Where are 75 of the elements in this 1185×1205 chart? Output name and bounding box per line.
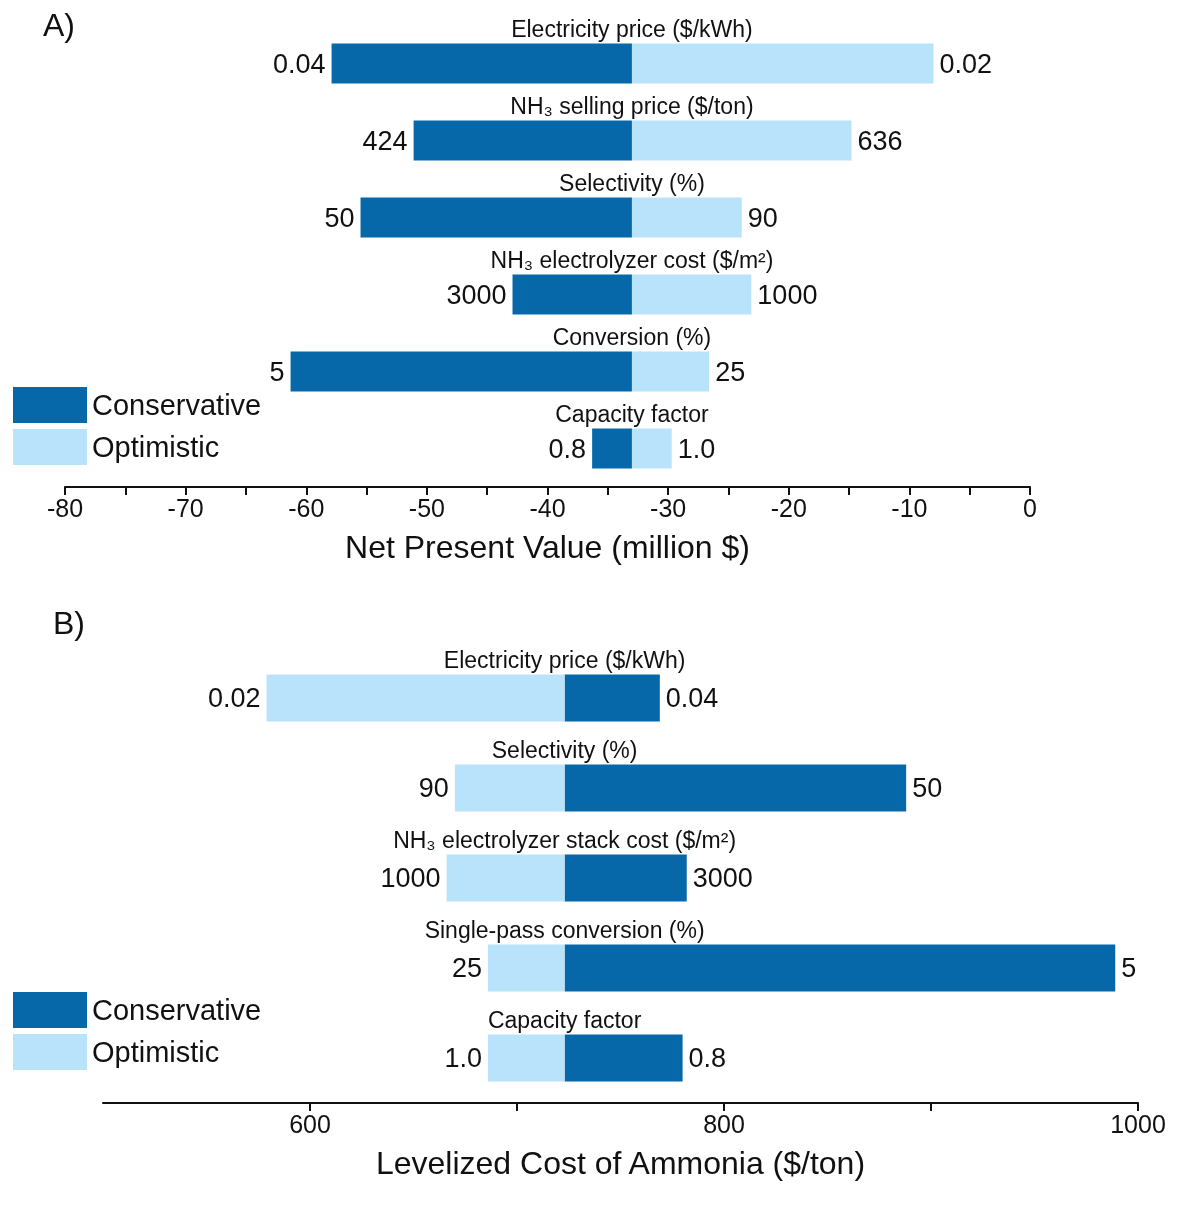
x-axis-title: Net Present Value (million $) bbox=[345, 529, 750, 565]
annotation: 5 bbox=[1121, 953, 1137, 983]
x-tick-label: 600 bbox=[289, 1109, 331, 1138]
y-tick-label: Capacity factor bbox=[487, 1007, 642, 1034]
y-tick-label: Electricity price ($/kWh) bbox=[443, 647, 686, 674]
y-tick-label: Electricity price ($/kWh) bbox=[511, 15, 753, 42]
legend-label: Conservative bbox=[92, 389, 262, 421]
bar bbox=[631, 197, 742, 238]
bar bbox=[631, 43, 934, 84]
bar bbox=[564, 854, 687, 902]
bar bbox=[488, 944, 565, 992]
annotation: 90 bbox=[747, 202, 778, 233]
annotation: 1000 bbox=[380, 863, 441, 893]
x-tick-label: -50 bbox=[408, 493, 445, 522]
annotation: 0.04 bbox=[273, 48, 326, 79]
y-tick-label: NH₃ selling price ($/ton) bbox=[510, 92, 754, 119]
annotation: 0.02 bbox=[207, 683, 261, 713]
bar bbox=[454, 764, 565, 812]
bar bbox=[413, 120, 632, 161]
annotation: 0.8 bbox=[688, 1043, 727, 1073]
bar bbox=[290, 351, 632, 392]
annotation: 25 bbox=[715, 356, 746, 387]
y-tick-label: NH₃ electrolyzer cost ($/m²) bbox=[490, 246, 774, 273]
annotation: 50 bbox=[912, 773, 943, 803]
x-tick-label: -70 bbox=[167, 493, 204, 522]
bar bbox=[564, 674, 660, 722]
annotation: 0.8 bbox=[548, 433, 587, 464]
x-tick-label: 0 bbox=[1023, 493, 1037, 522]
annotation: 1.0 bbox=[677, 433, 716, 464]
bar bbox=[564, 1034, 683, 1082]
x-tick-label: -40 bbox=[529, 493, 566, 522]
annotation: 0.02 bbox=[939, 48, 993, 79]
bar bbox=[360, 197, 632, 238]
bar bbox=[631, 120, 852, 161]
bar bbox=[446, 854, 565, 902]
annotation: 5 bbox=[269, 356, 285, 387]
legend-label: Conservative bbox=[92, 994, 262, 1026]
annotation: 90 bbox=[418, 773, 449, 803]
annotation: 25 bbox=[451, 953, 483, 983]
annotation: 1000 bbox=[757, 279, 818, 310]
y-tick-label: Single-pass conversion (%) bbox=[424, 917, 705, 944]
y-tick-label: Selectivity (%) bbox=[491, 737, 638, 764]
annotation: 424 bbox=[362, 125, 408, 156]
chart-title: A) bbox=[43, 7, 75, 43]
bar bbox=[266, 674, 565, 722]
y-tick-label: Selectivity (%) bbox=[559, 169, 705, 196]
legend-label: Optimistic bbox=[92, 1036, 220, 1068]
x-tick-label: -80 bbox=[46, 493, 84, 522]
annotation: 3000 bbox=[692, 863, 753, 893]
bar bbox=[564, 944, 1116, 992]
x-tick-label: -60 bbox=[288, 493, 325, 522]
annotation: 636 bbox=[857, 125, 903, 156]
x-tick-label: -10 bbox=[891, 493, 928, 522]
bar bbox=[331, 43, 632, 84]
annotation: 3000 bbox=[446, 279, 507, 310]
bar bbox=[631, 274, 752, 315]
bar bbox=[592, 428, 632, 469]
bar bbox=[512, 274, 632, 315]
x-tick-label: 800 bbox=[703, 1109, 745, 1138]
bar bbox=[564, 764, 907, 812]
y-tick-label: Capacity factor bbox=[555, 400, 709, 427]
chart-title: B) bbox=[53, 605, 85, 641]
annotation: 1.0 bbox=[444, 1043, 483, 1073]
bar bbox=[631, 428, 672, 469]
legend-label: Optimistic bbox=[92, 431, 220, 463]
annotation: 0.04 bbox=[665, 683, 719, 713]
x-tick-label: -30 bbox=[650, 493, 687, 522]
x-tick-label: 1000 bbox=[1110, 1109, 1166, 1138]
bar bbox=[488, 1034, 565, 1082]
y-tick-label: NH₃ electrolyzer stack cost ($/m²) bbox=[393, 827, 737, 854]
x-axis-title: Levelized Cost of Ammonia ($/ton) bbox=[375, 1145, 866, 1181]
bar bbox=[631, 351, 710, 392]
y-tick-label: Conversion (%) bbox=[552, 323, 712, 350]
annotation: 50 bbox=[324, 202, 355, 233]
x-tick-label: -20 bbox=[770, 493, 807, 522]
